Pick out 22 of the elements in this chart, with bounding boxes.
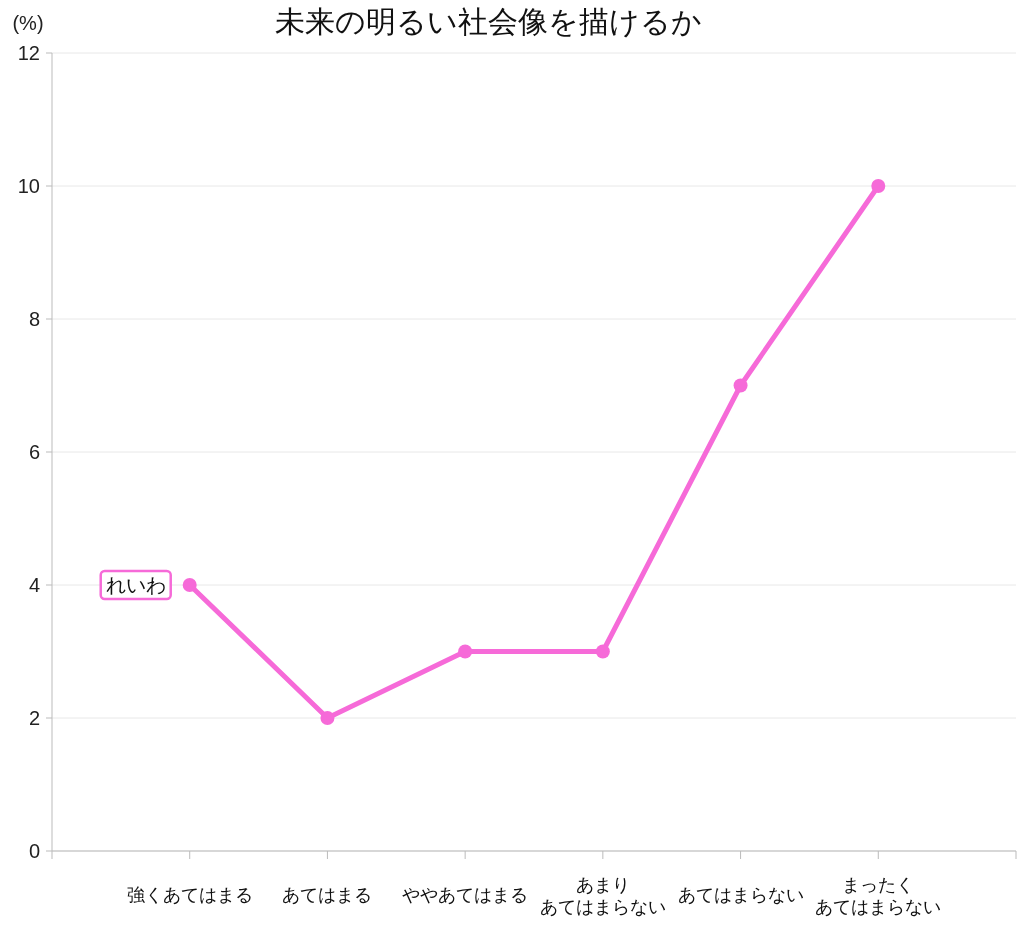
x-tick-label: あまりあてはまらない — [539, 875, 666, 917]
x-tick-label: あてはまる — [282, 885, 373, 905]
chart-title: 未来の明るい社会像を描けるか — [274, 5, 702, 38]
y-tick-label: 8 — [28, 308, 40, 330]
point — [182, 578, 197, 592]
y-tick-label: 10 — [17, 175, 40, 197]
point — [733, 378, 748, 393]
x-tick-label: まったくあてはまらない — [815, 875, 942, 917]
y-tick-label: 0 — [28, 840, 40, 862]
point — [320, 711, 335, 725]
y-tick-label: 6 — [28, 441, 40, 463]
point — [871, 179, 886, 193]
x-tick-label: 強くあてはまる — [126, 885, 253, 905]
y-tick-label: 12 — [17, 42, 40, 64]
y-tick-label: 4 — [28, 574, 40, 596]
series-label: れいわ — [105, 574, 166, 596]
x-tick-label: あてはまらない — [677, 885, 804, 905]
y-axis-title: (%) — [12, 12, 44, 34]
point — [595, 644, 610, 659]
point — [458, 644, 473, 659]
x-tick-label: ややあてはまる — [402, 885, 529, 905]
y-tick-label: 2 — [28, 707, 40, 729]
